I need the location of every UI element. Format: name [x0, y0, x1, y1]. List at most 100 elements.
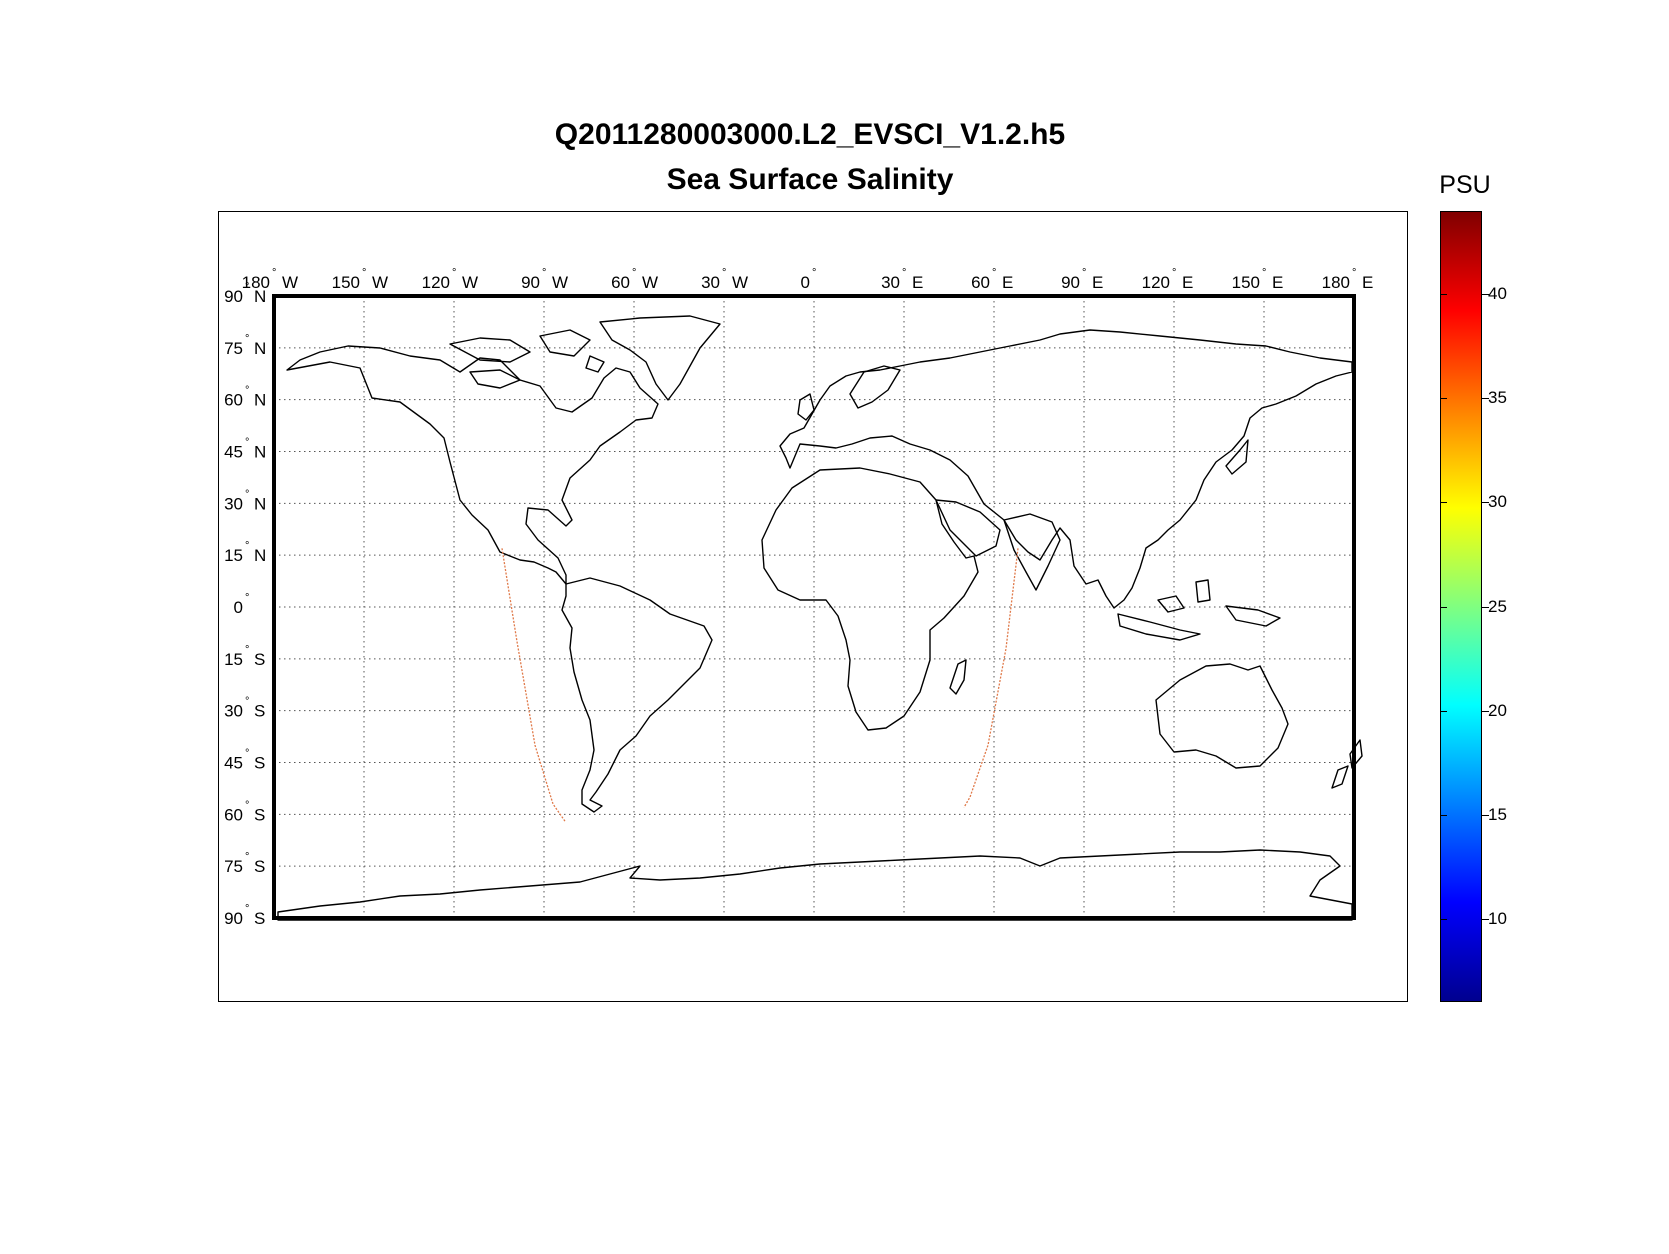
coast-australia	[1155, 663, 1289, 769]
lon-label: 150 ° W	[332, 267, 388, 292]
svg-text:30: 30	[881, 273, 900, 292]
svg-text:45: 45	[224, 443, 243, 462]
svg-text:N: N	[254, 546, 266, 565]
lon-label: 0 °	[801, 267, 817, 292]
coast-north-america	[286, 345, 659, 585]
colorbar-tick-left	[1440, 502, 1447, 504]
coast-new-zealand	[1331, 739, 1363, 789]
svg-text:W: W	[282, 273, 298, 292]
svg-text:°: °	[245, 644, 249, 656]
lat-label: 90 ° S	[224, 903, 265, 928]
lat-label: 15 ° S	[224, 644, 265, 669]
map-title-variable: Sea Surface Salinity	[666, 163, 954, 196]
svg-text:120: 120	[1142, 273, 1170, 292]
svg-text:N: N	[254, 339, 266, 358]
svg-text:°: °	[992, 267, 996, 279]
lon-label: 90 ° W	[521, 267, 568, 292]
svg-text:°: °	[245, 488, 249, 500]
graticule	[274, 296, 1354, 918]
coast-arctic-islands	[449, 329, 605, 389]
lat-label: 15 ° N	[224, 540, 266, 565]
svg-text:0: 0	[801, 273, 810, 292]
svg-text:0: 0	[234, 598, 243, 617]
colorbar-tick-left	[1440, 918, 1447, 920]
colorbar-unit-label: PSU	[1439, 171, 1491, 199]
svg-text:N: N	[254, 494, 266, 513]
latitude-labels: 90 ° N75 ° N60 ° N45 ° N30 ° N15 ° N0 °15 ° S30 ° S45 ° S60…	[224, 281, 266, 928]
colorbar-tick-right	[1482, 398, 1489, 400]
coast-britain	[797, 393, 815, 421]
svg-text:°: °	[722, 267, 726, 279]
coast-greenland	[599, 315, 721, 401]
svg-text:°: °	[542, 267, 546, 279]
lon-label: 30 ° E	[881, 267, 923, 292]
svg-text:°: °	[1262, 267, 1266, 279]
svg-text:N: N	[254, 287, 266, 306]
svg-text:E: E	[912, 273, 923, 292]
svg-text:S: S	[254, 805, 265, 824]
lat-label: 45 ° S	[224, 748, 265, 773]
svg-text:90: 90	[224, 909, 243, 928]
svg-text:30: 30	[224, 702, 243, 721]
figure-frame	[218, 211, 1408, 1002]
swath-track-1	[501, 548, 566, 822]
svg-text:60: 60	[971, 273, 990, 292]
svg-text:W: W	[642, 273, 658, 292]
colorbar-tick-label: 40	[1488, 284, 1507, 304]
coast-africa	[761, 467, 979, 731]
colorbar-tick-right	[1482, 918, 1489, 920]
colorbar-tick-left	[1440, 710, 1447, 712]
colorbar-tick-right	[1482, 294, 1489, 296]
coast-south-america	[561, 577, 713, 813]
coast-scandinavia	[849, 365, 901, 409]
lon-label: 180 ° E	[1322, 267, 1374, 292]
lat-label: 75 ° S	[224, 851, 265, 876]
colorbar-tick-label: 30	[1488, 492, 1507, 512]
svg-text:E: E	[1362, 273, 1373, 292]
svg-text:°: °	[245, 385, 249, 397]
coast-antarctica	[277, 849, 1353, 921]
svg-text:75: 75	[224, 857, 243, 876]
svg-text:15: 15	[224, 650, 243, 669]
coast-india	[1003, 513, 1061, 591]
lat-label: 0 °	[234, 592, 250, 617]
svg-text:°: °	[902, 267, 906, 279]
lat-label: 60 ° S	[224, 799, 265, 824]
svg-text:60: 60	[224, 391, 243, 410]
svg-text:30: 30	[224, 494, 243, 513]
coast-japan	[1225, 439, 1249, 475]
lon-label: 60 ° W	[611, 267, 658, 292]
longitude-labels: 180 ° W 150 ° W 120 ° W 90 ° W 60 ° W 30 ° W 0 ° 30 ° E 60 ° E 90 °…	[242, 267, 1374, 292]
map-plot-border	[272, 294, 1356, 920]
svg-text:N: N	[254, 391, 266, 410]
svg-text:°: °	[362, 267, 366, 279]
svg-text:W: W	[462, 273, 478, 292]
lat-label: 75 ° N	[224, 333, 266, 358]
svg-text:W: W	[552, 273, 568, 292]
colorbar-tick-label: 20	[1488, 700, 1507, 720]
coast-indonesia	[1117, 579, 1281, 641]
svg-text:90: 90	[1061, 273, 1080, 292]
coastlines	[277, 315, 1363, 921]
lon-label: 90 ° E	[1061, 267, 1103, 292]
salinity-swaths	[501, 548, 1019, 822]
svg-text:E: E	[1002, 273, 1013, 292]
svg-text:150: 150	[1232, 273, 1260, 292]
svg-text:180: 180	[242, 273, 270, 292]
svg-text:°: °	[245, 333, 249, 345]
colorbar-tick-right	[1482, 502, 1489, 504]
colorbar-tick-label: 15	[1488, 804, 1507, 824]
colorbar-tick-right	[1482, 814, 1489, 816]
colorbar-tick-left	[1440, 294, 1447, 296]
svg-text:N: N	[254, 443, 266, 462]
svg-text:60: 60	[224, 805, 243, 824]
coast-eurasia	[779, 329, 1353, 609]
lat-label: 60 ° N	[224, 385, 266, 410]
lon-label: 150 ° E	[1232, 267, 1284, 292]
colorbar-tick-label: 25	[1488, 596, 1507, 616]
svg-text:°: °	[245, 696, 249, 708]
colorbar-tick-left	[1440, 398, 1447, 400]
svg-text:°: °	[812, 267, 816, 279]
svg-text:90: 90	[224, 287, 243, 306]
coast-madagascar	[949, 659, 967, 695]
